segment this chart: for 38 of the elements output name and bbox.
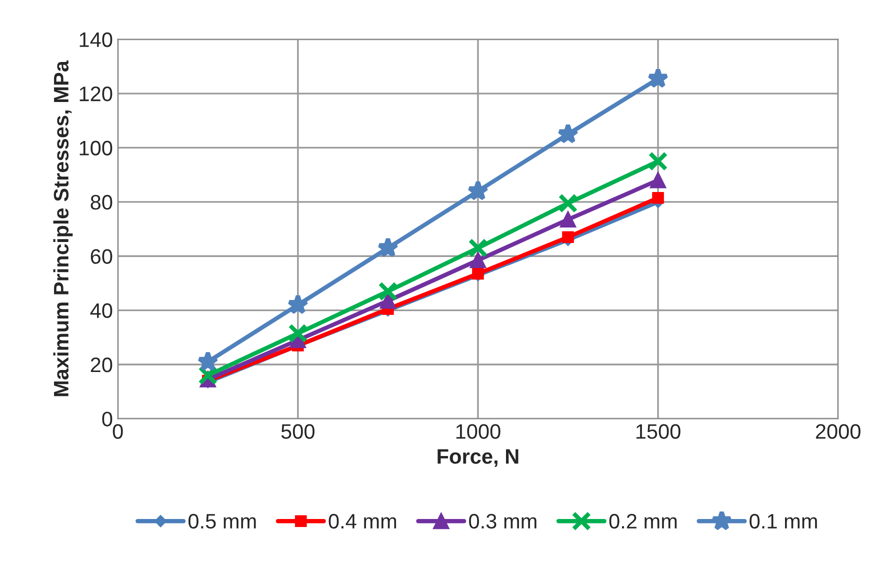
point [470,252,486,268]
y-tick-label: 140 [80,32,112,48]
y-tick-label: 20 [90,358,112,372]
point [380,292,396,309]
point [560,212,576,228]
point [652,192,664,204]
point [650,172,666,188]
legend-label: 0.5 mm [188,514,256,529]
point [558,194,578,213]
x-tick-label: 1500 [636,424,680,439]
point [557,123,579,144]
legend-label: 0.4 mm [328,514,396,529]
y-tick-label: 40 [90,303,112,318]
legend-label: 0.3 mm [469,514,536,529]
y-tick-label: 60 [90,249,112,264]
x-tick-label: 2000 [816,424,860,439]
point [648,152,668,171]
point [378,282,398,302]
x-tick-label: 0 [112,424,123,439]
point [468,238,488,258]
y-tick-label: 80 [90,194,112,210]
point [647,68,669,88]
y-tick-label: 120 [80,86,112,102]
legend-label: 0.2 mm [609,514,677,529]
point [288,324,308,344]
y-tick-label: 100 [80,140,112,156]
point [377,236,399,258]
point [562,231,574,244]
point [467,180,489,200]
y-tick-label: 0 [102,412,112,426]
x-tick-label: 500 [281,424,314,439]
point [198,366,218,386]
point [287,294,309,314]
y-axis-title: Maximum Principle Stresses, MPa [53,60,73,396]
legend-label: 0.1 mm [750,514,817,529]
point [197,350,219,372]
x-tick-label: 1000 [456,424,500,439]
x-axis-title: Force, N [438,449,518,467]
